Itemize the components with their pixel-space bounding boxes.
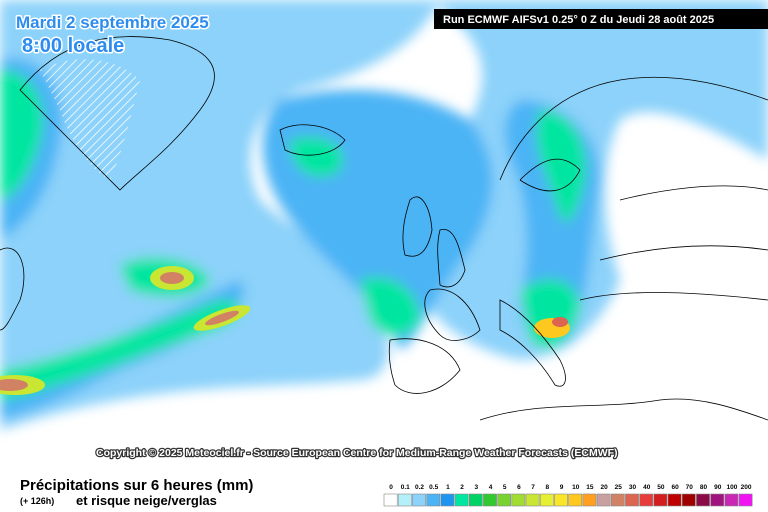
legend-value: 10	[572, 484, 580, 491]
legend-swatch	[454, 493, 469, 507]
legend-swatch	[610, 493, 625, 507]
legend-swatch	[426, 493, 441, 507]
legend-value: 0.5	[429, 484, 438, 491]
date: Mardi 2 septembre 2025	[16, 13, 209, 32]
legend-swatch	[625, 493, 639, 507]
snow-risk	[40, 59, 140, 181]
legend-value: 7	[531, 484, 535, 491]
legend-swatch	[596, 493, 611, 507]
legend-swatch	[696, 493, 710, 507]
legend-value: 20	[600, 484, 608, 491]
legend-swatch	[738, 493, 753, 507]
legend-value: 70	[686, 484, 694, 491]
legend-swatch	[539, 493, 554, 507]
precip-core	[160, 272, 184, 284]
precip-core	[552, 317, 568, 327]
legend-swatch	[667, 493, 682, 507]
run-box	[434, 9, 768, 29]
legend-value: 80	[700, 484, 708, 491]
legend-swatch	[639, 493, 654, 507]
legend-value: 15	[586, 484, 594, 491]
legend-value: 9	[560, 484, 564, 491]
coastlines	[0, 36, 768, 421]
run-info: Run ECMWF AIFSv1 0.25° 0 Z du Jeudi 28 a…	[443, 14, 714, 26]
legend-swatch	[653, 493, 668, 507]
legend-value: 0.1	[401, 484, 410, 491]
precip-core	[205, 310, 239, 326]
legend-swatch	[710, 493, 725, 507]
legend-swatch	[554, 493, 568, 507]
legend-value: 200	[741, 484, 752, 491]
legend-title: Précipitations sur 6 heures (mm)	[20, 477, 253, 494]
legend-scale: 0 0.1 0.2 0.5 1 2 3 4 5 6 7 8 9 10 15 20 25 30 40 50 60 70 80 9…	[383, 484, 753, 507]
legend-lead: (+ 126h)	[20, 496, 54, 506]
legend-value: 0.2	[415, 484, 424, 491]
legend-swatch	[724, 493, 739, 507]
legend-value: 1	[446, 484, 450, 491]
legend-value: 5	[503, 484, 507, 491]
legend-swatch	[440, 493, 455, 507]
legend-swatch	[582, 493, 597, 507]
legend-value: 6	[517, 484, 521, 491]
legend-swatch	[681, 493, 696, 507]
legend-subtitle: et risque neige/verglas	[76, 493, 217, 508]
copyright: Copyright © 2025 Meteociel.fr - Source E…	[96, 447, 618, 459]
legend-value: 40	[643, 484, 651, 491]
legend-value: 30	[629, 484, 637, 491]
legend-swatch	[511, 493, 526, 507]
legend-value: 3	[474, 484, 478, 491]
legend-value: 100	[726, 484, 737, 491]
legend-value: 8	[545, 484, 549, 491]
legend-swatch	[497, 493, 512, 507]
precip-core	[0, 379, 28, 391]
legend-swatch	[383, 493, 398, 507]
legend-value: 50	[657, 484, 665, 491]
legend-value: 25	[615, 484, 623, 491]
time: 8:00 locale	[22, 35, 124, 57]
legend-swatch	[483, 493, 497, 507]
legend-swatch	[525, 493, 540, 507]
legend-value: 90	[714, 484, 722, 491]
legend-value: 0	[389, 484, 393, 491]
legend-swatch	[397, 493, 412, 507]
legend-value: 60	[671, 484, 679, 491]
legend-value: 4	[489, 484, 493, 491]
legend-swatch	[468, 493, 483, 507]
legend-swatch	[412, 493, 426, 507]
legend-swatch	[568, 493, 583, 507]
legend-value: 2	[460, 484, 464, 491]
